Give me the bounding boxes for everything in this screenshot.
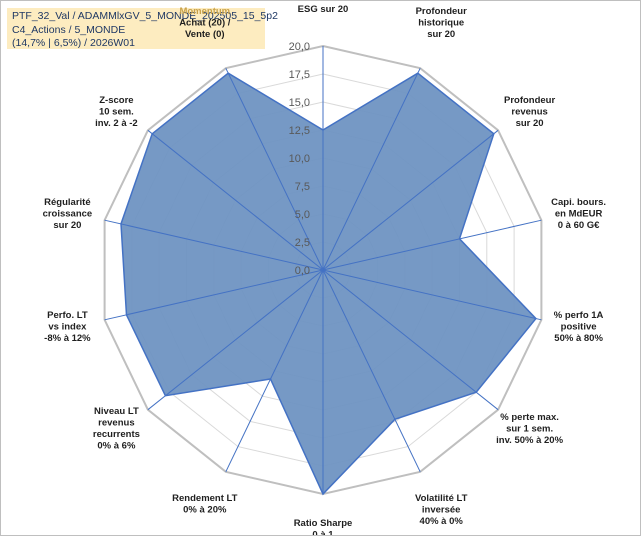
axis-label-2: Profondeur revenus sur 20: [504, 95, 555, 129]
axis-label-11: Régularité croissance sur 20: [43, 197, 93, 231]
spoke-12: [147, 129, 324, 271]
spoke-4: [322, 269, 542, 321]
r-tick-label: 12,5: [289, 125, 310, 137]
spoke-6: [322, 269, 421, 473]
spoke-1: [322, 67, 421, 271]
r-tick-label: 15,0: [289, 97, 310, 109]
spoke-3: [322, 219, 542, 271]
axis-label-3: Capi. bours. en MdEUR 0 à 60 G€: [551, 197, 606, 231]
spoke-5: [322, 269, 499, 411]
axis-label-8: Rendement LT 0% à 20%: [172, 493, 237, 516]
spoke-11: [104, 219, 324, 271]
r-tick-label: 10,0: [289, 153, 310, 165]
r-tick-label: 17,5: [289, 69, 310, 81]
spoke-13: [225, 67, 324, 271]
axis-label-0: NoteESG sur 20: [298, 1, 349, 15]
portfolio-info-box: PTF_32_Val / ADAMMlxGV_5_MONDE_202505_15…: [7, 8, 278, 49]
r-tick-label: 20,0: [289, 41, 310, 53]
data-area: [120, 72, 537, 496]
portfolio-title: PTF_32_Val / ADAMMlxGV_5_MONDE_202505_15…: [12, 10, 278, 22]
axis-label-13: Momentum Achat (20) / Vente (0): [179, 6, 231, 40]
axis-label-9: Niveau LT revenus recurrents 0% à 6%: [93, 406, 140, 452]
spoke-9: [147, 269, 324, 411]
spoke-2: [322, 129, 499, 271]
axis-label-7: Ratio Sharpe 0 à 1: [294, 518, 353, 535]
r-tick-label: 7,5: [295, 181, 310, 193]
r-tick-label: 0,0: [295, 265, 310, 277]
axis-label-1: Profondeur historique sur 20: [416, 6, 467, 40]
spoke-8: [225, 269, 324, 473]
axis-label-12: Z-score 10 sem. inv. 2 à -2: [95, 95, 138, 129]
portfolio-category: C4_Actions / 5_MONDE: [12, 23, 126, 36]
portfolio-stats: (14,7% | 6,5%) / 2026W01: [12, 37, 135, 49]
spoke-10: [104, 269, 324, 321]
axis-label-4: % perfo 1A positive 50% à 80%: [554, 310, 604, 344]
r-tick-label: 2,5: [295, 237, 310, 249]
axis-label-6: Volatilité LT inversée 40% à 0%: [415, 493, 468, 527]
r-tick-label: 5,0: [295, 209, 310, 221]
axis-label-10: Perfo. LT vs index -8% à 12%: [44, 310, 91, 344]
axis-label-5: % perte max. sur 1 sem. inv. 50% à 20%: [496, 412, 563, 446]
